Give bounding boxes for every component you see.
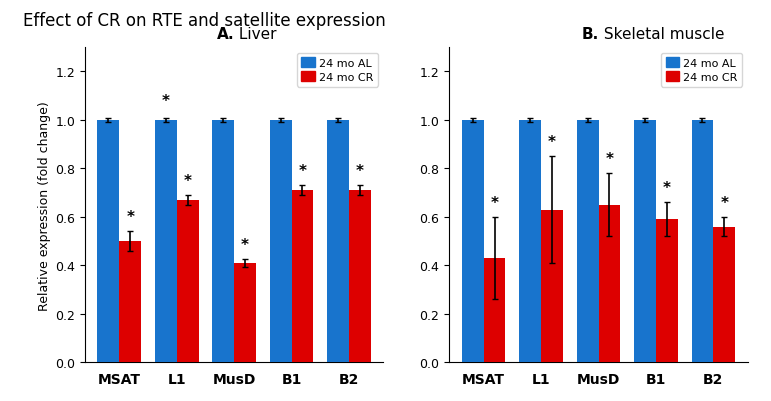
Bar (519, 121, 541, 363)
Text: *: * (241, 237, 249, 252)
Text: *: * (663, 180, 671, 196)
Bar (349, 191, 371, 363)
Bar (234, 263, 256, 363)
Text: *: * (356, 164, 364, 179)
Text: *: * (548, 135, 556, 150)
Bar (155, 121, 177, 363)
Text: *: * (490, 195, 499, 210)
Text: B.: B. (581, 27, 598, 42)
Text: Liver: Liver (234, 27, 277, 42)
Bar (692, 121, 713, 363)
Bar (120, 241, 141, 363)
Text: Effect of CR on RTE and satellite expression: Effect of CR on RTE and satellite expres… (23, 12, 386, 30)
Bar (598, 205, 621, 363)
Bar (270, 121, 291, 363)
Legend: 24 mo AL, 24 mo CR: 24 mo AL, 24 mo CR (297, 54, 378, 87)
Bar (462, 121, 483, 363)
Legend: 24 mo AL, 24 mo CR: 24 mo AL, 24 mo CR (662, 54, 742, 87)
Text: *: * (298, 164, 307, 179)
Bar (634, 121, 656, 363)
Bar (483, 258, 506, 363)
Bar (177, 200, 199, 363)
Text: *: * (605, 152, 614, 166)
Bar (656, 220, 678, 363)
Text: Skeletal muscle: Skeletal muscle (598, 27, 724, 42)
Text: *: * (183, 173, 192, 188)
Text: A.: A. (217, 27, 234, 42)
Bar (291, 191, 314, 363)
Bar (97, 121, 120, 363)
Text: *: * (720, 195, 729, 210)
Bar (541, 210, 563, 363)
Bar (713, 227, 736, 363)
Bar (327, 121, 349, 363)
Bar (212, 121, 234, 363)
Bar (577, 121, 598, 363)
Y-axis label: Relative expression (fold change): Relative expression (fold change) (38, 101, 51, 310)
Text: *: * (162, 93, 170, 109)
Text: *: * (126, 210, 134, 225)
